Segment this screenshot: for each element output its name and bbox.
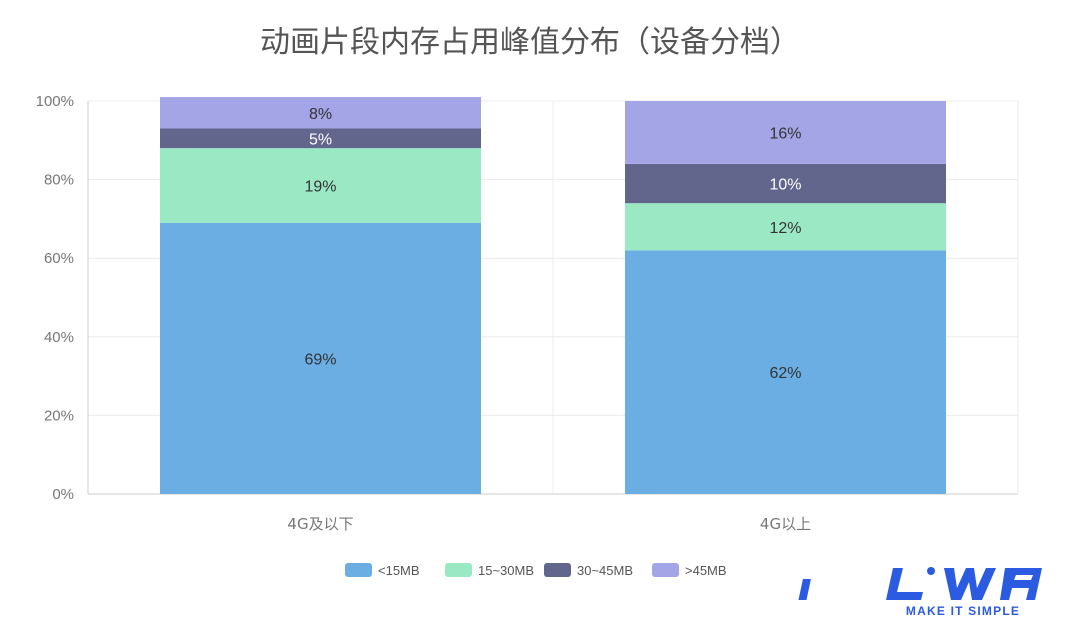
logo-tagline: MAKE IT SIMPLE xyxy=(906,604,1020,618)
data-label: 16% xyxy=(769,125,801,142)
data-label: 10% xyxy=(769,177,801,194)
x-axis: 4G及以下 4G以上 xyxy=(287,515,811,533)
legend-label: >45MB xyxy=(685,563,727,578)
y-tick-label: 80% xyxy=(44,172,74,189)
bar-segment xyxy=(625,101,946,164)
x-tick-label: 4G以上 xyxy=(760,515,811,533)
legend-label: <15MB xyxy=(378,563,420,578)
data-label: 12% xyxy=(769,220,801,237)
legend-item: 15~30MB xyxy=(445,563,534,578)
legend: <15MB 15~30MB 30~45MB >45MB xyxy=(345,563,727,578)
y-tick-label: 40% xyxy=(44,329,74,346)
data-label: 69% xyxy=(304,351,336,368)
legend-swatch xyxy=(652,563,679,577)
y-axis: 0% 20% 40% 60% 80% 100% xyxy=(36,93,74,503)
data-label: 8% xyxy=(309,106,332,123)
legend-swatch xyxy=(544,563,571,577)
logo-mark-icon xyxy=(798,567,1042,600)
bar-segment xyxy=(160,222,481,494)
legend-item: >45MB xyxy=(652,563,727,578)
bars-layer: 69% 19% 5% 8% 62% 12% 10% 16% xyxy=(160,97,946,494)
legend-swatch xyxy=(345,563,372,577)
bar-segment xyxy=(625,163,946,204)
y-tick-label: 100% xyxy=(36,93,74,110)
data-label: 62% xyxy=(769,365,801,382)
bar-segment xyxy=(625,203,946,251)
y-tick-label: 0% xyxy=(52,486,74,503)
chart-title: 动画片段内存占用峰值分布（设备分档） xyxy=(260,25,800,60)
data-label: 5% xyxy=(309,131,332,148)
legend-item: <15MB xyxy=(345,563,420,578)
bar-segment xyxy=(625,250,946,494)
liwa-logo: MAKE IT SIMPLE xyxy=(798,567,1042,618)
legend-label: 15~30MB xyxy=(478,563,534,578)
legend-swatch xyxy=(445,563,472,577)
y-tick-label: 20% xyxy=(44,407,74,424)
legend-label: 30~45MB xyxy=(577,563,633,578)
legend-item: 30~45MB xyxy=(544,563,633,578)
bar-segment xyxy=(160,148,481,223)
bar-segment xyxy=(160,97,481,129)
x-tick-label: 4G及以下 xyxy=(287,515,353,533)
y-tick-label: 60% xyxy=(44,250,74,267)
data-label: 19% xyxy=(304,178,336,195)
bar-segment xyxy=(160,128,481,149)
